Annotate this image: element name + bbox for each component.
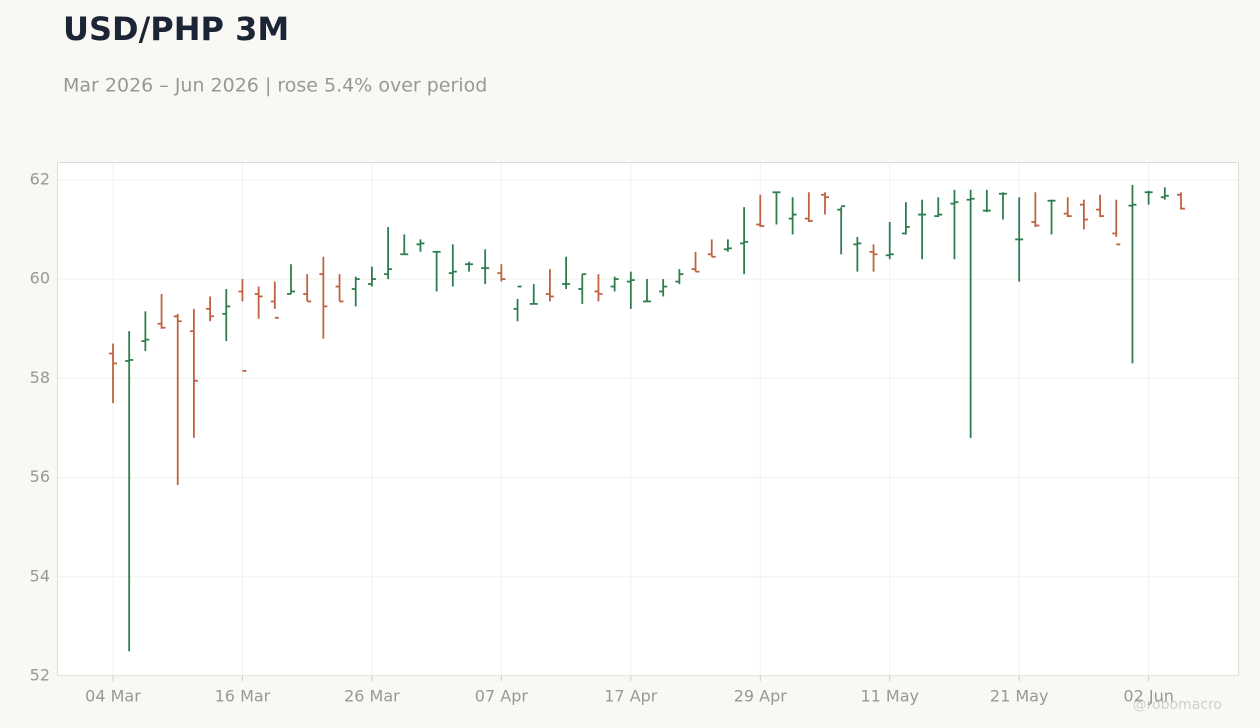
x-tick-label: 26 Mar: [344, 687, 400, 706]
x-tick-label: 11 May: [860, 687, 919, 706]
plot-area: [57, 162, 1239, 676]
y-tick-label: 56: [30, 467, 50, 486]
x-tick-label: 02 Jun: [1123, 687, 1173, 706]
x-tick-label: 29 Apr: [734, 687, 788, 706]
x-tick-label: 17 Apr: [604, 687, 658, 706]
y-tick-label: 60: [30, 269, 50, 288]
y-tick-label: 52: [30, 666, 50, 685]
x-tick-label: 16 Mar: [215, 687, 271, 706]
x-tick-label: 04 Mar: [85, 687, 141, 706]
y-tick-label: 54: [30, 566, 50, 585]
chart-subtitle: Mar 2026 – Jun 2026 | rose 5.4% over per…: [63, 75, 487, 97]
y-tick-label: 62: [30, 169, 50, 188]
x-tick-label: 21 May: [990, 687, 1049, 706]
chart-title: USD/PHP 3M: [63, 10, 289, 48]
watermark: @robomacro: [1133, 697, 1222, 713]
y-tick-label: 58: [30, 368, 50, 387]
x-tick-label: 07 Apr: [475, 687, 529, 706]
